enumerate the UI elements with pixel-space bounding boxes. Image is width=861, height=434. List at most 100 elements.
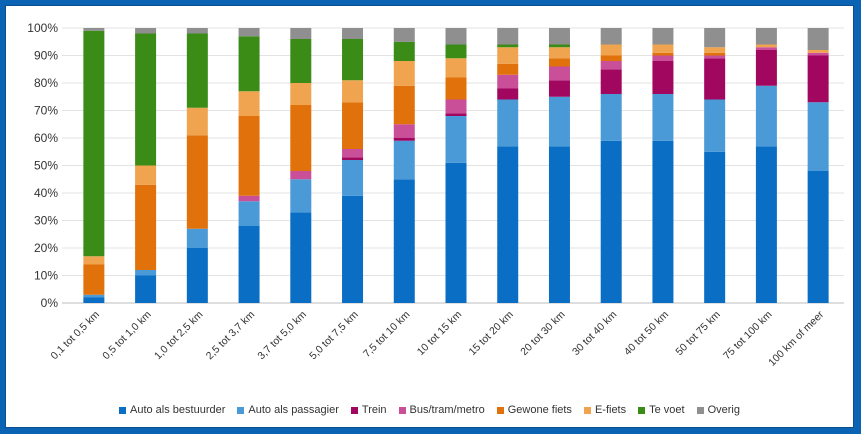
bar-segment	[290, 28, 312, 39]
legend-swatch	[496, 406, 504, 414]
legend-swatch	[638, 406, 646, 414]
bar-segment	[445, 99, 467, 114]
legend-item: Gewone fiets	[496, 404, 572, 416]
chart-frame: 0% 10% 20% 30% 40% 50% 60% 70% 80% 90% 100% 0,1 tot…	[5, 5, 854, 428]
bar-segment	[238, 36, 260, 92]
x-tick-label: 15 tot 20 km	[467, 308, 517, 358]
legend-label: Overig	[707, 404, 740, 416]
bar-segment	[83, 297, 105, 303]
x-tick-label: 5,0 tot 7,5 km	[307, 308, 361, 362]
bar-segment	[83, 256, 105, 265]
bar-segment	[755, 44, 777, 48]
legend-swatch	[350, 406, 358, 414]
x-tick-label: 75 tot 100 km	[721, 308, 775, 362]
y-tick-label: 60%	[34, 131, 58, 145]
bar-segment	[342, 157, 364, 160]
x-tick-label: 7,5 tot 10 km	[361, 308, 413, 360]
bar-segment	[342, 39, 364, 81]
legend-label: Bus/tram/metro	[409, 404, 485, 416]
bar-segment	[497, 28, 519, 45]
bar-segment	[135, 33, 157, 166]
bar-segment	[290, 39, 312, 83]
bar-segment	[497, 146, 519, 303]
bar-segment	[652, 61, 674, 94]
bar-segment	[445, 113, 467, 116]
y-tick-label: 50%	[34, 159, 58, 173]
bar-segment	[652, 55, 674, 61]
bar-segment	[704, 28, 726, 48]
legend-item: Trein	[350, 404, 387, 416]
bar-segment	[135, 184, 157, 270]
bar-segment	[238, 201, 260, 226]
bar-segment	[807, 171, 829, 303]
bar-segment	[497, 88, 519, 100]
bar-segment	[704, 58, 726, 100]
x-tick-label: 0,1 tot 0,5 km	[49, 308, 103, 362]
bar-segment	[652, 94, 674, 141]
bar-segment	[342, 80, 364, 103]
x-tick-label: 30 tot 40 km	[570, 308, 620, 358]
bar-segment	[238, 195, 260, 202]
x-tick-label: 3,7 tot 5,0 km	[255, 308, 309, 362]
bar-segment	[807, 102, 829, 171]
y-tick-label: 80%	[34, 76, 58, 90]
bar-segment	[186, 248, 208, 303]
bar-segment	[186, 28, 208, 34]
y-tick-label: 0%	[41, 296, 59, 310]
bar-segment	[600, 94, 622, 141]
legend-swatch	[119, 406, 126, 414]
bar-segment	[600, 44, 622, 56]
bar-segment	[342, 160, 364, 196]
bar-segment	[755, 47, 777, 50]
bar-segment	[548, 44, 570, 48]
bar-segment	[290, 105, 312, 171]
bar-segment	[548, 96, 570, 147]
bar-segment	[445, 44, 467, 59]
y-tick-label: 10%	[34, 269, 58, 283]
bar-segment	[186, 107, 208, 136]
x-tick-label: 50 tot 75 km	[673, 308, 723, 358]
legend-swatch	[583, 406, 591, 414]
x-tick-label: 1,0 tot 2,5 km	[152, 308, 206, 362]
bar-segment	[393, 179, 415, 303]
chart-legend: Auto als bestuurder Auto als passagier Tre…	[6, 404, 853, 416]
bar-segment	[652, 52, 674, 56]
bar-segment	[186, 135, 208, 229]
bar-segment	[755, 50, 777, 86]
legend-label: Trein	[361, 404, 387, 416]
bar-segment	[548, 58, 570, 67]
legend-item: Te voet	[638, 404, 685, 416]
bar-segment	[445, 162, 467, 303]
bar-segment	[704, 55, 726, 59]
bar-segment	[342, 102, 364, 149]
bar-segment	[393, 140, 415, 180]
bar-segment	[600, 69, 622, 94]
bar-segment	[497, 99, 519, 147]
bar-segment	[807, 55, 829, 103]
bar-segment	[600, 55, 622, 61]
y-tick-label: 70%	[34, 104, 58, 118]
bar-segment	[290, 179, 312, 213]
bar-segment	[652, 28, 674, 45]
legend-label: Auto als passagier	[248, 404, 339, 416]
y-tick-label: 20%	[34, 241, 58, 255]
bar-segment	[238, 28, 260, 37]
bar-segment	[497, 44, 519, 48]
x-tick-label: 10 tot 15 km	[415, 308, 465, 358]
bar-segment	[393, 124, 415, 138]
bar-segment	[393, 28, 415, 42]
bar-segment	[393, 61, 415, 86]
bar-segment	[548, 146, 570, 303]
bar-segment	[445, 28, 467, 45]
bar-segment	[807, 28, 829, 50]
bar-segment	[704, 151, 726, 303]
bar-segment	[755, 28, 777, 45]
bar-segment	[548, 47, 570, 59]
bar-segment	[497, 74, 519, 89]
bar-segment	[135, 270, 157, 276]
bar-segment	[83, 294, 105, 298]
bar-segment	[238, 91, 260, 116]
x-tick-label: 2,5 tot 3,7 km	[204, 308, 258, 362]
bar-segment	[83, 264, 105, 295]
bar-segment	[652, 140, 674, 303]
